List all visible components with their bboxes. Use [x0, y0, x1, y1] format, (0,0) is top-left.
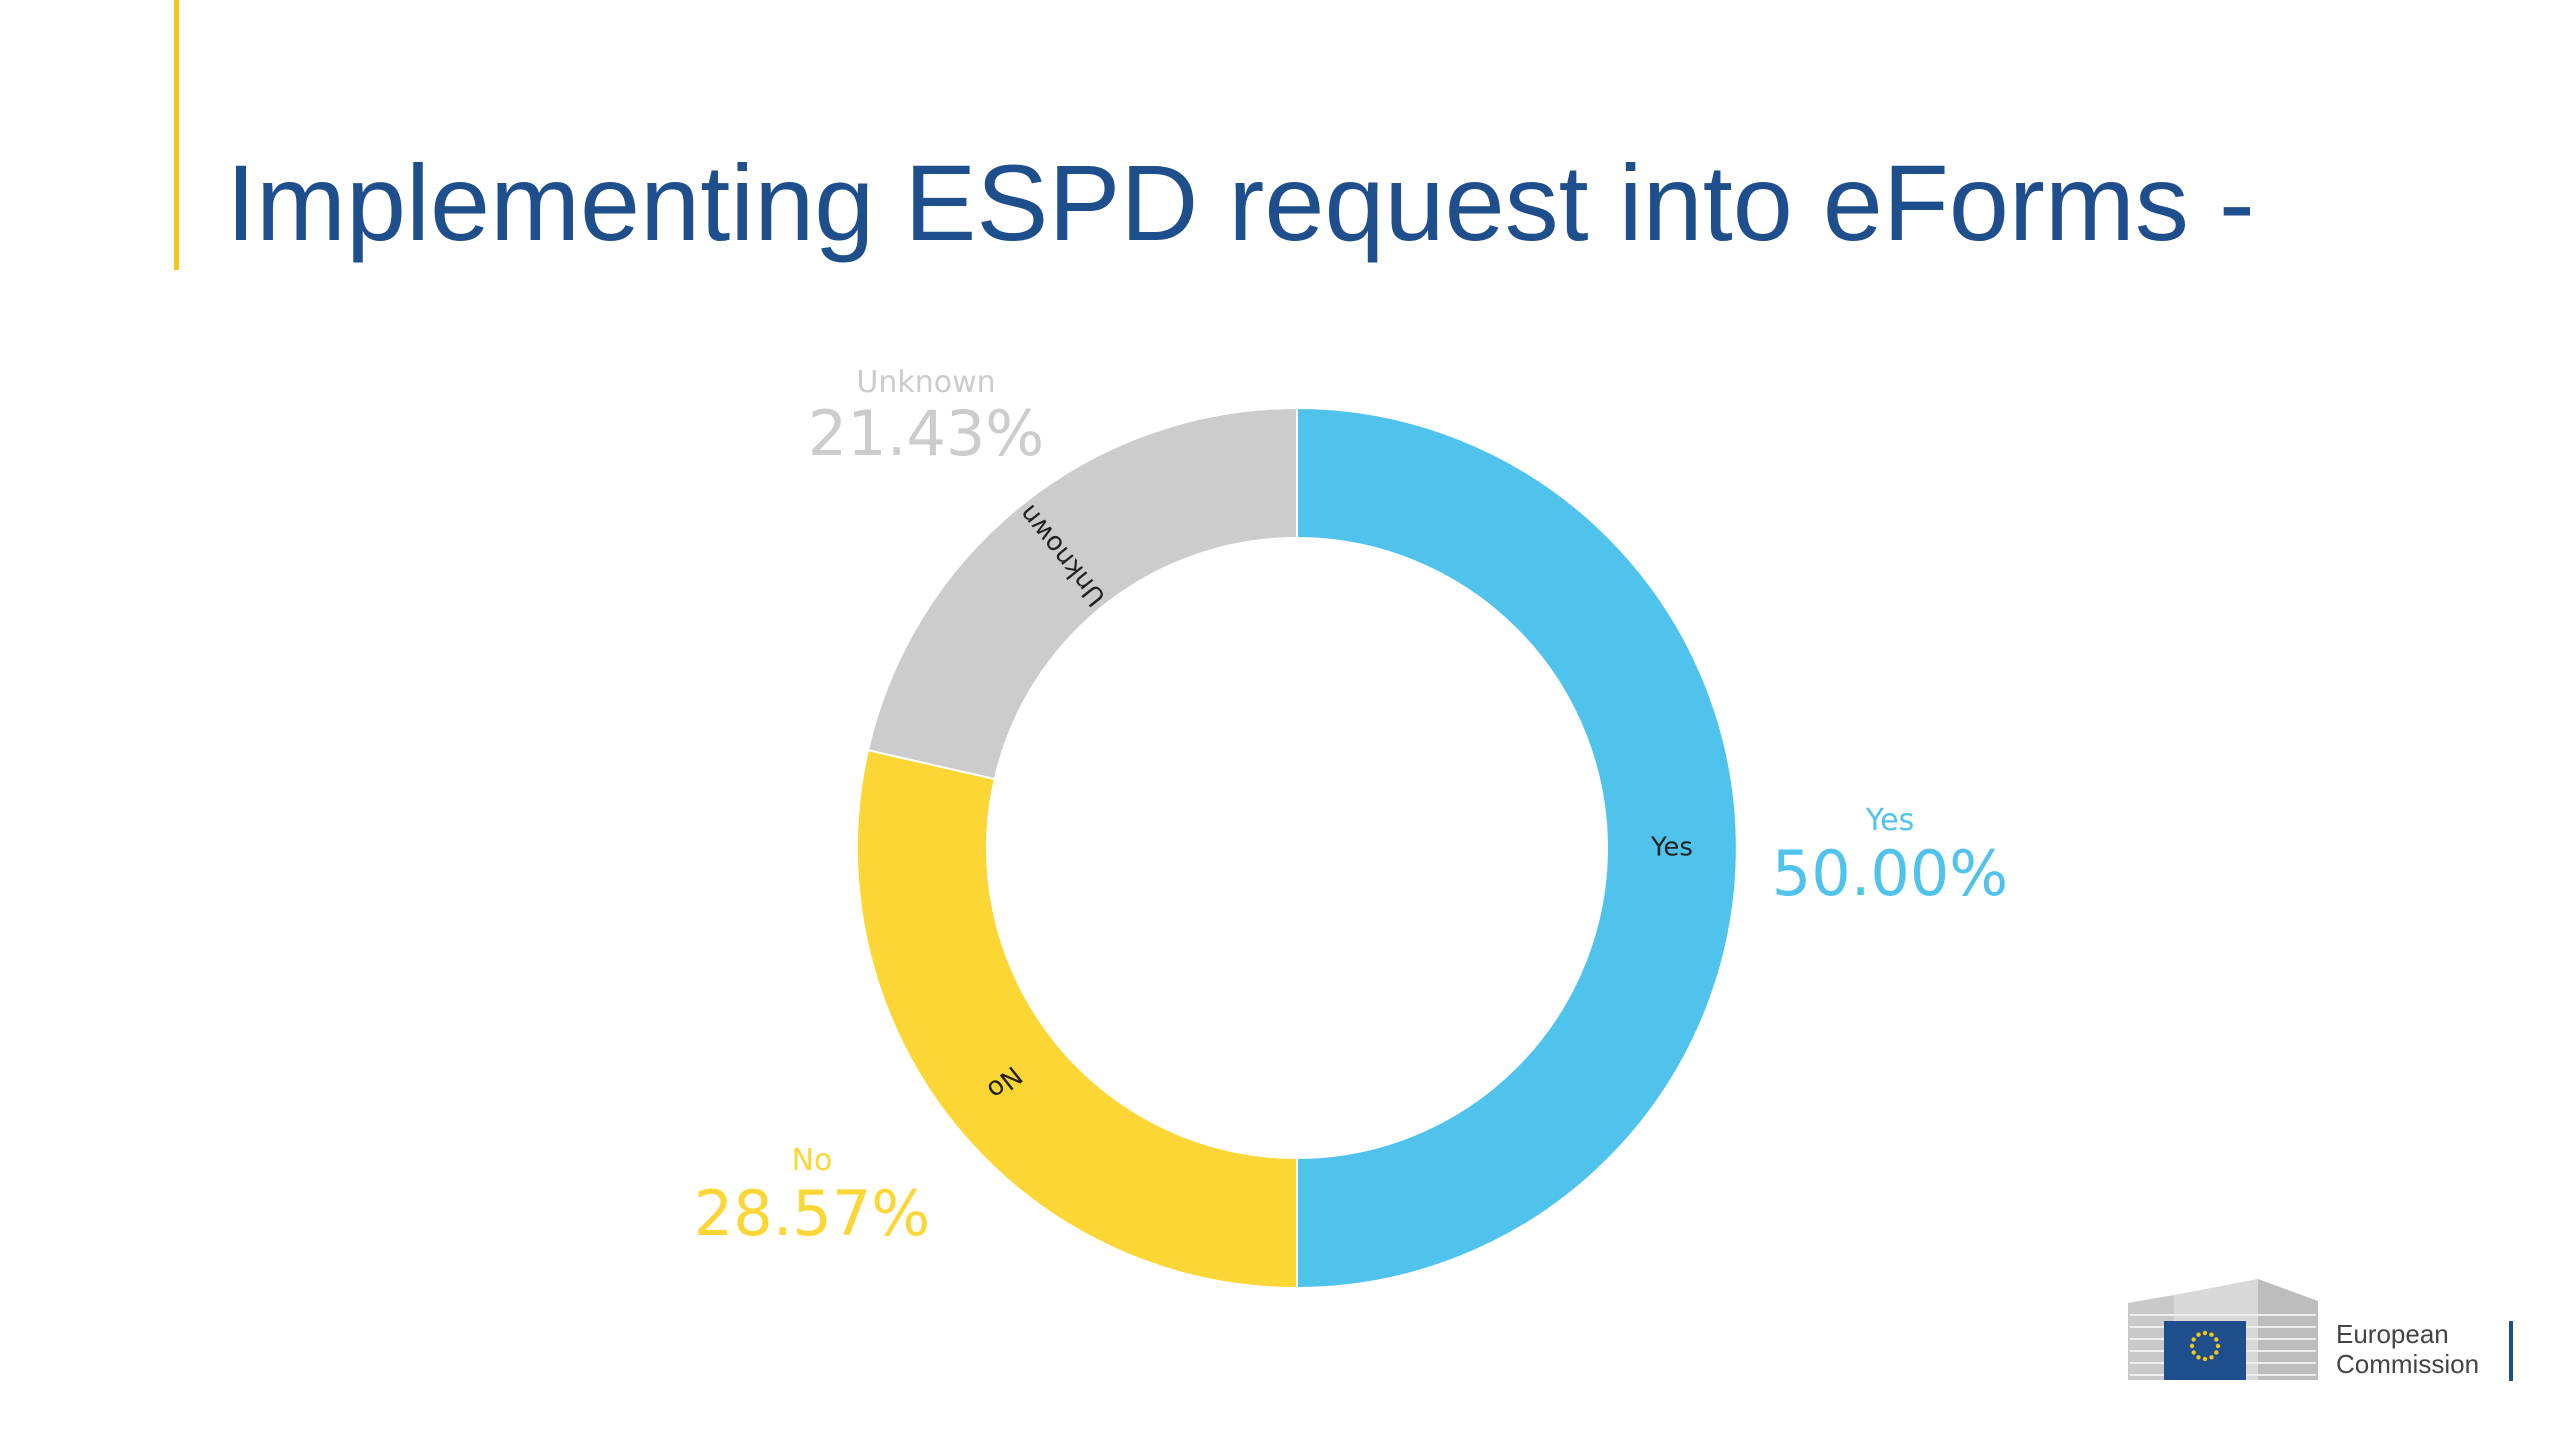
slice-yes [1296, 406, 1738, 1290]
logo-text-line1: European [2336, 1319, 2449, 1349]
page-title: Implementing ESPD request into eForms - [226, 142, 2255, 263]
slice-unknown [866, 406, 1298, 781]
eu-stars [2189, 1330, 2221, 1362]
value-label-yes: 50.00% [1772, 837, 2008, 910]
outer-label-yes: Yes [1865, 803, 1914, 838]
eu-flag [2164, 1321, 2246, 1380]
value-label-unknown: 21.43% [808, 397, 1044, 470]
logo-divider [2509, 1321, 2513, 1381]
outer-label-unknown: Unknown [856, 365, 995, 400]
slice-no [856, 748, 1298, 1290]
title-accent-bar [174, 0, 179, 270]
european-commission-logo: European Commission [2128, 1279, 2513, 1381]
value-label-no: 28.57% [694, 1177, 930, 1250]
logo-text-line2: Commission [2336, 1349, 2479, 1379]
slice-label-yes: Yes [1650, 833, 1693, 863]
outer-label-no: No [792, 1143, 833, 1178]
